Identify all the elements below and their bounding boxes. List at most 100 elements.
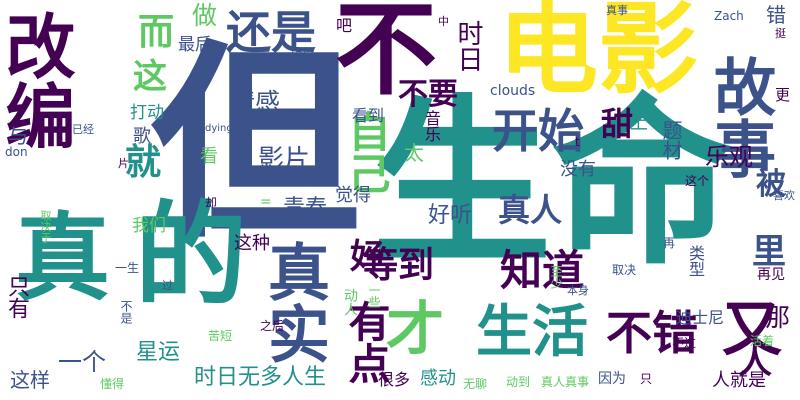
cloud-word: 歌	[133, 126, 151, 147]
cloud-word: 那	[765, 303, 791, 332]
cloud-word: Zach	[714, 9, 744, 23]
cloud-word: 的	[135, 191, 247, 321]
cloud-word: 打动	[130, 103, 164, 123]
cloud-word: 自己	[342, 110, 391, 194]
cloud-word: 错	[766, 3, 786, 27]
cloud-word: 片	[118, 157, 129, 170]
cloud-word: 一生	[115, 261, 140, 275]
cloud-word: 不要	[398, 77, 458, 112]
cloud-word: 类型	[686, 245, 705, 277]
cloud-word: =	[260, 194, 272, 210]
cloud-word: 本身	[567, 284, 589, 297]
cloud-word: 太	[404, 141, 424, 165]
cloud-word: t	[575, 135, 580, 149]
cloud-word: 觉得	[335, 185, 371, 206]
cloud-word: 苦短	[208, 329, 233, 343]
cloud-word: 改编	[0, 10, 76, 150]
cloud-word: 中	[438, 15, 449, 28]
cloud-word: 电影	[498, 0, 698, 108]
cloud-word: 再见	[757, 267, 785, 283]
cloud-word: 人	[738, 342, 772, 382]
cloud-word: 这种	[234, 233, 270, 254]
cloud-word: 之后	[260, 319, 285, 333]
cloud-word: 没有	[560, 159, 596, 180]
cloud-word: 好	[350, 237, 384, 277]
cloud-word: 最后	[178, 35, 212, 55]
cloud-word: 里	[752, 232, 786, 272]
cloud-word: 只有	[4, 275, 29, 319]
cloud-word: 真人	[498, 191, 563, 229]
cloud-word: 感动	[420, 368, 456, 389]
cloud-word: 很多	[378, 370, 411, 389]
cloud-word: 影片	[258, 145, 311, 175]
cloud-word: 更	[775, 86, 791, 104]
cloud-word: 真事	[606, 4, 628, 17]
cloud-word: 而	[138, 12, 175, 53]
cloud-word: 又	[722, 295, 782, 365]
cloud-word: 青春	[283, 196, 328, 221]
cloud-word: 时日	[453, 20, 483, 72]
cloud-word: 已经	[72, 123, 94, 136]
cloud-word: 就	[125, 142, 162, 183]
cloud-word: 与	[8, 124, 28, 148]
cloud-word: 但	[150, 22, 361, 267]
cloud-word: 喜欢	[773, 189, 795, 202]
cloud-word: 过	[162, 279, 173, 292]
cloud-word: 甜	[601, 105, 634, 143]
cloud-word: 挺	[775, 27, 786, 40]
cloud-word: 我们	[132, 216, 166, 236]
cloud-word: 迪士尼	[676, 308, 725, 327]
cloud-word: 故事	[703, 55, 776, 179]
cloud-word: 等到	[362, 245, 435, 286]
cloud-word: 无聊	[463, 377, 488, 391]
cloud-word: 不是	[119, 300, 133, 324]
cloud-word: 却	[205, 196, 218, 210]
cloud-word: 活着	[750, 334, 775, 348]
cloud-word: 看到	[352, 106, 385, 125]
cloud-word: 看	[200, 146, 218, 167]
cloud-word: clouds	[490, 83, 536, 99]
cloud-word: 还是	[226, 6, 317, 59]
cloud-word: 生活	[476, 300, 588, 365]
cloud-word: 才	[386, 295, 445, 363]
cloud-word: 有点	[342, 300, 391, 384]
cloud-word: 一些	[367, 284, 381, 308]
cloud-word: 因为	[598, 371, 626, 387]
cloud-word: 如何	[290, 49, 315, 63]
cloud-word: 这个	[685, 174, 710, 188]
cloud-word: 动到	[506, 375, 531, 389]
cloud-word: 只	[640, 372, 653, 386]
cloud-word: 乐观	[705, 143, 753, 171]
cloud-word: 取决于	[39, 210, 52, 243]
cloud-word: 真实	[257, 240, 330, 364]
cloud-word: 动人	[342, 288, 358, 316]
cloud-word: 不	[335, 0, 437, 110]
cloud-word: 开始	[492, 104, 584, 158]
cloud-word: 生命	[372, 80, 733, 289]
cloud-word: 一个	[58, 348, 106, 376]
cloud-word: don	[5, 145, 28, 159]
cloud-word: 取决	[612, 263, 637, 277]
cloud-word: 上	[630, 113, 648, 134]
cloud-word: 再	[663, 236, 676, 250]
cloud-word: 做	[192, 1, 218, 30]
cloud-word: 至少	[549, 265, 563, 289]
cloud-word: 这	[133, 57, 167, 97]
cloud-word: 情感	[230, 88, 281, 117]
cloud-word: 不错	[606, 306, 698, 360]
cloud-word: 音乐	[422, 110, 441, 142]
cloud-word: 题材	[659, 120, 683, 160]
cloud-word: 人就是	[712, 370, 766, 391]
cloud-word: 不过	[672, 336, 697, 350]
cloud-word: 时日无多人生	[194, 365, 327, 390]
cloud-word: 吧	[336, 16, 353, 35]
cloud-word: 真人真事	[541, 375, 590, 389]
cloud-word: 好听	[428, 203, 473, 228]
cloud-word: 真	[15, 204, 111, 314]
cloud-word: 星运	[136, 340, 181, 365]
cloud-word: 被	[756, 167, 786, 202]
cloud-word: 懂得	[100, 377, 125, 391]
cloud-word: dying	[205, 123, 233, 134]
cloud-word: 知道	[500, 246, 585, 295]
